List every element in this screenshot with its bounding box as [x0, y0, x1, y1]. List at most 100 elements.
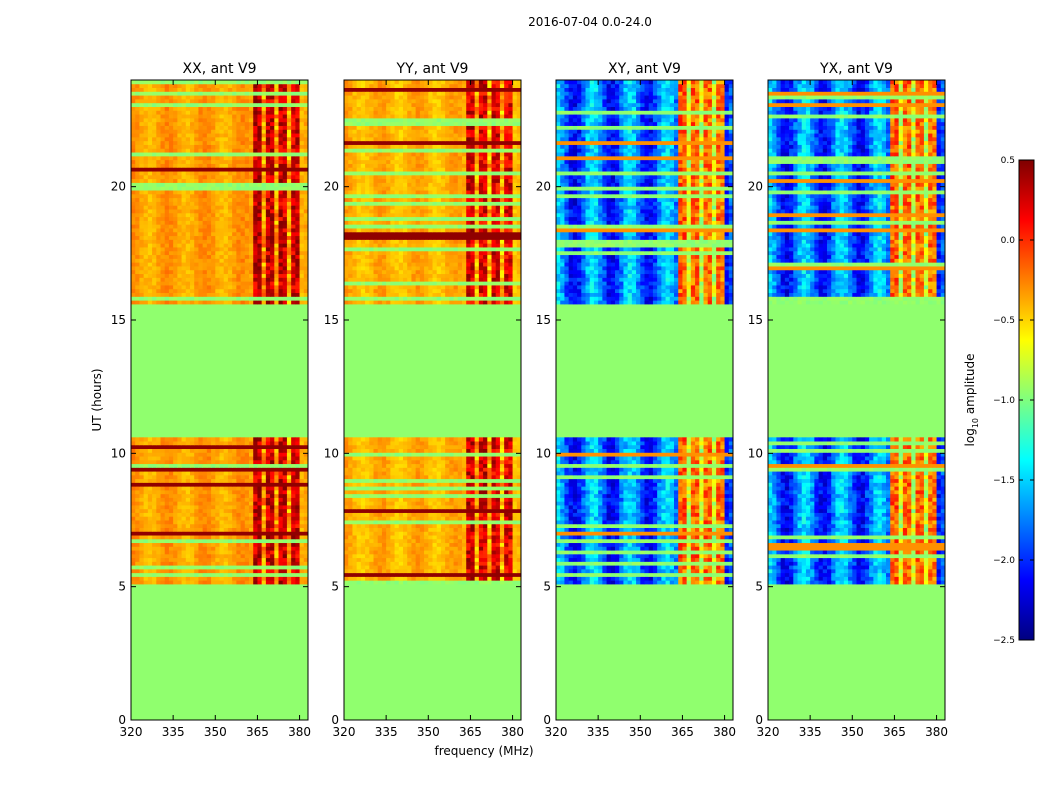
heatmap-cell	[139, 572, 145, 577]
heatmap-cell	[303, 140, 309, 145]
heatmap-cell	[299, 193, 305, 199]
heatmap-cell	[286, 523, 292, 528]
heatmap-cell	[512, 568, 518, 574]
heatmap-cell	[135, 508, 140, 513]
heatmap-cell	[286, 550, 292, 555]
heatmap-cell	[223, 197, 229, 202]
heatmap-cell	[202, 262, 208, 267]
heatmap-cell	[194, 114, 199, 119]
heatmap-cell	[168, 201, 174, 206]
heatmap-cell	[139, 98, 145, 104]
heatmap-cell	[223, 553, 229, 559]
heatmap-cell	[403, 557, 408, 562]
heatmap-cell	[181, 98, 187, 104]
heatmap-cell	[156, 441, 161, 446]
heatmap-cell	[512, 523, 518, 528]
heatmap-cell	[215, 478, 220, 483]
heatmap-cell	[303, 580, 309, 585]
heatmap-cell	[257, 171, 263, 176]
heatmap-cell	[261, 550, 267, 555]
heatmap-cell	[265, 535, 271, 540]
heatmap-cell	[295, 512, 300, 517]
heatmap-cell	[215, 193, 220, 199]
heatmap-cell	[286, 121, 292, 126]
heatmap-cell	[156, 152, 161, 157]
heatmap-cell	[407, 565, 412, 570]
heatmap-cell	[274, 205, 279, 210]
heatmap-cell	[265, 136, 271, 142]
heatmap-cell	[139, 482, 145, 487]
heatmap-cell	[173, 136, 178, 142]
heatmap-cell	[291, 580, 296, 585]
heatmap-cell	[265, 87, 271, 92]
heatmap-cell	[147, 523, 153, 528]
heatmap-cell	[173, 523, 178, 528]
heatmap-cell	[198, 273, 204, 278]
heatmap-cell	[244, 190, 250, 195]
heatmap-cell	[236, 148, 241, 153]
heatmap-cell	[278, 216, 284, 221]
heatmap-cell	[249, 273, 254, 278]
heatmap-cell	[369, 538, 374, 544]
heatmap-cell	[240, 463, 246, 468]
heatmap-cell	[156, 523, 161, 528]
heatmap-cell	[206, 91, 212, 96]
heatmap-cell	[278, 102, 284, 107]
heatmap-cell	[223, 520, 229, 525]
heatmap-cell	[156, 243, 161, 248]
heatmap-cell	[160, 125, 166, 130]
heatmap-cell	[516, 576, 522, 581]
heatmap-cell	[156, 182, 161, 187]
heatmap-cell	[198, 102, 204, 107]
heatmap-cell	[185, 216, 191, 221]
heatmap-cell	[143, 277, 149, 282]
heatmap-cell	[278, 553, 284, 559]
heatmap-cell	[445, 535, 450, 540]
heatmap-cell	[211, 444, 216, 450]
heatmap-cell	[190, 576, 195, 581]
heatmap-cell	[227, 171, 233, 176]
heatmap-cell	[483, 550, 488, 555]
heatmap-cell	[156, 262, 161, 267]
heatmap-cell	[202, 190, 208, 195]
heatmap-cell	[219, 444, 225, 450]
heatmap-cell	[244, 471, 250, 476]
heatmap-cell	[168, 224, 174, 229]
heatmap-cell	[270, 531, 275, 536]
heatmap-cell	[428, 523, 433, 528]
heatmap-cell	[278, 247, 284, 252]
heatmap-cell	[270, 212, 275, 218]
heatmap-cell	[244, 508, 250, 513]
heatmap-cell	[164, 239, 170, 244]
heatmap-cell	[236, 516, 241, 521]
heatmap-cell	[160, 129, 166, 134]
heatmap-cell	[152, 269, 157, 275]
heatmap-cell	[286, 561, 292, 566]
heatmap-cell	[265, 568, 271, 574]
heatmap-cell	[236, 456, 241, 461]
heatmap-cell	[274, 300, 279, 305]
heatmap-cell	[236, 193, 241, 199]
heatmap-cell	[274, 523, 279, 528]
heatmap-cell	[270, 580, 275, 585]
heatmap-cell	[223, 220, 229, 225]
heatmap-cell	[295, 535, 300, 540]
heatmap-cell	[270, 148, 275, 153]
heatmap-cell	[249, 512, 254, 517]
heatmap-cell	[344, 505, 349, 510]
heatmap-cell	[198, 467, 204, 472]
heatmap-cell	[278, 121, 284, 126]
heatmap-cell	[286, 262, 292, 267]
heatmap-cell	[303, 155, 309, 161]
heatmap-cell	[227, 535, 233, 540]
heatmap-cell	[295, 523, 300, 528]
heatmap-cell	[291, 163, 296, 168]
heatmap-cell	[244, 91, 250, 96]
heatmap-cell	[147, 296, 153, 301]
heatmap-cell	[295, 174, 300, 180]
heatmap-cell	[445, 557, 450, 562]
heatmap-cell	[152, 95, 157, 100]
heatmap-cell	[173, 266, 178, 271]
heatmap-cell	[152, 527, 157, 532]
heatmap-cell	[190, 508, 195, 513]
